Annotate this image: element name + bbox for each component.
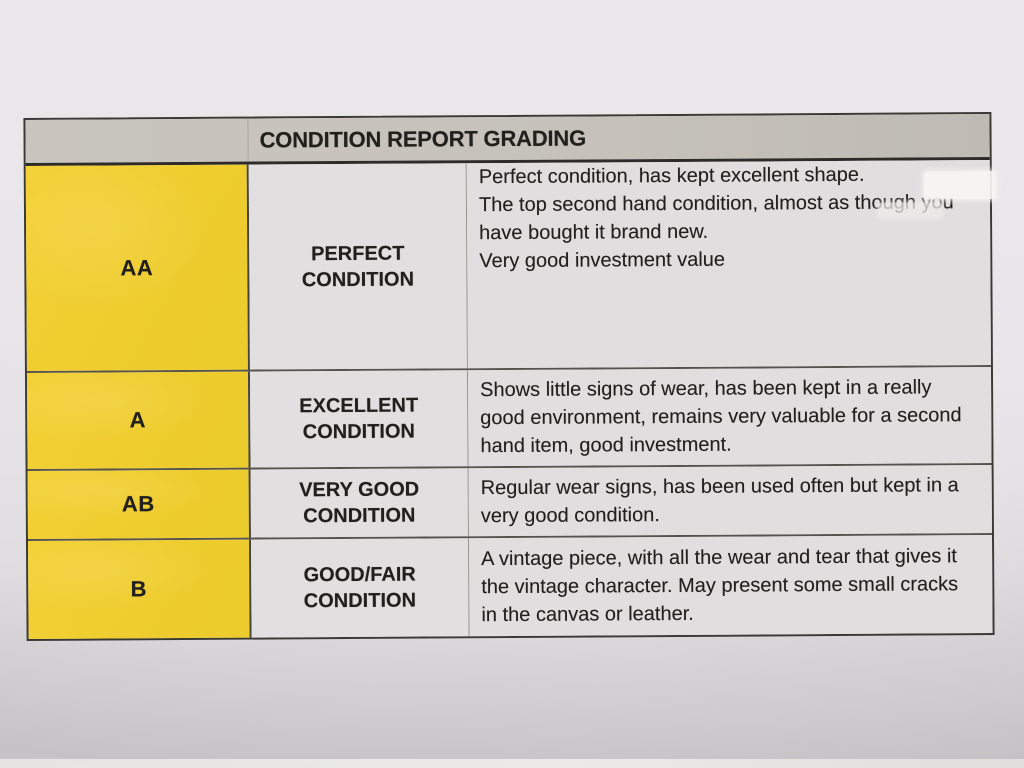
table-title: CONDITION REPORT GRADING xyxy=(259,125,587,153)
condition-name-line: PERFECT xyxy=(311,242,405,265)
description-cell: A vintage piece, with all the wear and t… xyxy=(468,535,993,637)
description-paragraph: Regular wear signs, has been used often … xyxy=(480,474,959,528)
table-row: AB VERY GOOD CONDITION Regular wear sign… xyxy=(27,463,992,539)
condition-name-line: CONDITION xyxy=(303,504,416,528)
whiteout-correction-mark xyxy=(877,202,943,218)
grade-cell: B xyxy=(27,539,252,639)
condition-name-cell: VERY GOOD CONDITION xyxy=(250,468,469,538)
description-cell: Shows little signs of wear, has been kep… xyxy=(467,367,992,467)
condition-name-line: CONDITION xyxy=(303,589,417,613)
whiteout-correction-mark xyxy=(923,171,996,200)
table-row: AA PERFECT CONDITION Perfect condition, … xyxy=(25,160,991,371)
table-row: B GOOD/FAIR CONDITION A vintage piece, w… xyxy=(27,533,993,639)
description-paragraph: A vintage piece, with all the wear and t… xyxy=(481,545,959,627)
description-paragraph: The top second hand condition, almost as… xyxy=(478,191,954,245)
description-cell: Regular wear signs, has been used often … xyxy=(468,465,992,537)
grade-cell: A xyxy=(26,371,251,469)
condition-name-line: EXCELLENT xyxy=(299,394,419,418)
description-paragraph: Perfect condition, has kept excellent sh… xyxy=(478,163,865,189)
condition-name-line: VERY GOOD xyxy=(299,478,420,502)
condition-name-line: GOOD/FAIR xyxy=(303,563,416,587)
condition-name-line: CONDITION xyxy=(302,420,416,444)
table-header-row: CONDITION REPORT GRADING xyxy=(25,114,990,166)
condition-name-cell: GOOD/FAIR CONDITION xyxy=(250,538,470,638)
table-row: A EXCELLENT CONDITION Shows little signs… xyxy=(26,365,992,469)
condition-grading-table: CONDITION REPORT GRADING AA PERFECT COND… xyxy=(23,112,996,641)
description-cell: Perfect condition, has kept excellent sh… xyxy=(466,160,991,369)
description-paragraph: Shows little signs of wear, has been kep… xyxy=(480,376,962,458)
condition-name-line: CONDITION xyxy=(301,268,415,291)
condition-name-cell: PERFECT CONDITION xyxy=(248,163,468,370)
paper-edge xyxy=(0,759,1024,768)
header-empty-cell xyxy=(25,118,249,163)
description-paragraph: Very good investment value xyxy=(479,248,726,273)
grade-cell: AA xyxy=(25,164,250,371)
grade-cell: AB xyxy=(27,469,251,539)
condition-name-cell: EXCELLENT CONDITION xyxy=(249,370,469,468)
